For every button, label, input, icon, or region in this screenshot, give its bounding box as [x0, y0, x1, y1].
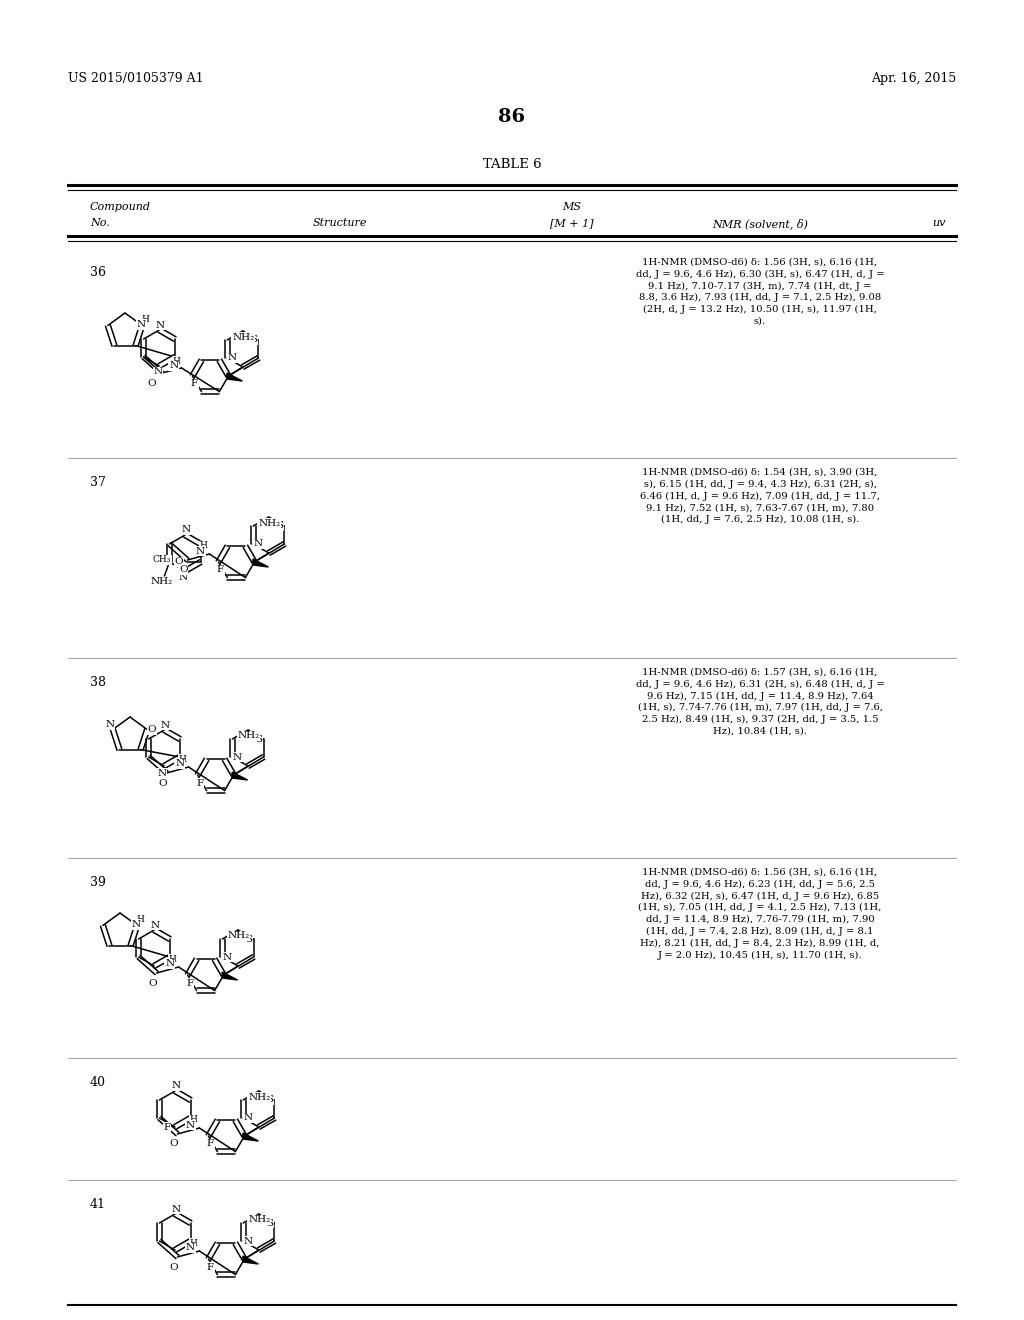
- Text: N: N: [136, 319, 145, 329]
- Text: N: N: [178, 573, 187, 582]
- Text: 41: 41: [90, 1199, 106, 1210]
- Text: No.: No.: [90, 218, 110, 228]
- Text: S: S: [266, 1218, 273, 1228]
- Text: N: N: [227, 354, 237, 363]
- Text: H: H: [178, 755, 186, 763]
- Text: N: N: [158, 768, 167, 777]
- Text: O: O: [179, 565, 187, 574]
- Text: H: H: [189, 1238, 198, 1247]
- Text: –: –: [162, 554, 167, 564]
- Text: S: S: [255, 734, 262, 743]
- Text: N: N: [244, 1114, 253, 1122]
- Text: 86: 86: [499, 108, 525, 125]
- Text: H: H: [169, 954, 176, 964]
- Text: O: O: [147, 725, 157, 734]
- Text: N: N: [185, 1121, 195, 1130]
- Polygon shape: [222, 972, 238, 979]
- Text: NH₂: NH₂: [248, 1093, 270, 1101]
- Text: H: H: [173, 356, 180, 366]
- Text: NH₂: NH₂: [232, 333, 255, 342]
- Text: F: F: [207, 1262, 214, 1271]
- Text: F: F: [186, 978, 194, 987]
- Text: [M + 1]: [M + 1]: [550, 218, 594, 228]
- Polygon shape: [243, 1133, 258, 1140]
- Text: MS: MS: [562, 202, 582, 213]
- Text: H: H: [136, 915, 144, 924]
- Text: S: S: [245, 935, 252, 944]
- Text: F: F: [196, 779, 203, 788]
- Text: N: N: [165, 960, 174, 969]
- Text: Apr. 16, 2015: Apr. 16, 2015: [870, 73, 956, 84]
- Text: Compound: Compound: [90, 202, 151, 213]
- Text: 39: 39: [90, 876, 105, 888]
- Text: NH₂: NH₂: [258, 519, 281, 528]
- Text: H: H: [200, 541, 207, 550]
- Text: 36: 36: [90, 267, 106, 279]
- Polygon shape: [253, 558, 268, 568]
- Text: N: N: [151, 920, 160, 929]
- Text: N: N: [175, 759, 184, 768]
- Text: O: O: [148, 978, 157, 987]
- Polygon shape: [243, 1257, 258, 1265]
- Text: N: N: [196, 546, 205, 556]
- Text: NH₂: NH₂: [248, 1216, 270, 1225]
- Text: N: N: [156, 321, 165, 330]
- Text: N: N: [105, 719, 115, 729]
- Text: N: N: [254, 540, 263, 549]
- Text: 1H-NMR (DMSO-d6) δ: 1.56 (3H, s), 6.16 (1H,
dd, J = 9.6, 4.6 Hz), 6.23 (1H, dd, : 1H-NMR (DMSO-d6) δ: 1.56 (3H, s), 6.16 (…: [638, 869, 882, 960]
- Text: Structure: Structure: [312, 218, 368, 228]
- Text: O: O: [169, 1139, 178, 1148]
- Text: 1H-NMR (DMSO-d6) δ: 1.54 (3H, s), 3.90 (3H,
s), 6.15 (1H, dd, J = 9.4, 4.3 Hz), : 1H-NMR (DMSO-d6) δ: 1.54 (3H, s), 3.90 (…: [640, 469, 880, 524]
- Text: F: F: [164, 1122, 171, 1131]
- Text: N: N: [171, 1081, 180, 1090]
- Text: N: N: [154, 367, 163, 376]
- Text: N: N: [161, 721, 170, 730]
- Text: N: N: [131, 920, 140, 929]
- Text: TABLE 6: TABLE 6: [482, 158, 542, 172]
- Text: N: N: [232, 752, 242, 762]
- Text: O: O: [174, 557, 183, 566]
- Text: N: N: [169, 362, 178, 371]
- Text: 37: 37: [90, 477, 105, 488]
- Text: F: F: [190, 380, 198, 388]
- Text: NH₂: NH₂: [151, 578, 172, 586]
- Text: 1H-NMR (DMSO-d6) δ: 1.57 (3H, s), 6.16 (1H,
dd, J = 9.6, 4.6 Hz), 6.31 (2H, s), : 1H-NMR (DMSO-d6) δ: 1.57 (3H, s), 6.16 (…: [636, 668, 885, 737]
- Text: N: N: [171, 1204, 180, 1213]
- Text: 38: 38: [90, 676, 106, 689]
- Text: S: S: [275, 521, 283, 531]
- Text: N: N: [223, 953, 232, 961]
- Text: O: O: [147, 379, 156, 388]
- Polygon shape: [232, 772, 248, 780]
- Text: F: F: [217, 565, 224, 574]
- Text: 40: 40: [90, 1076, 106, 1089]
- Text: S: S: [266, 1096, 273, 1105]
- Text: NH₂: NH₂: [227, 932, 250, 940]
- Text: uv: uv: [933, 218, 946, 228]
- Text: H: H: [189, 1115, 198, 1125]
- Polygon shape: [227, 374, 243, 381]
- Text: O: O: [169, 1262, 178, 1271]
- Text: N: N: [244, 1237, 253, 1246]
- Text: O: O: [159, 779, 167, 788]
- Text: N: N: [181, 525, 190, 535]
- Text: H: H: [141, 315, 150, 323]
- Text: CH₃: CH₃: [153, 556, 171, 565]
- Text: NH₂: NH₂: [238, 731, 260, 741]
- Text: US 2015/0105379 A1: US 2015/0105379 A1: [68, 73, 204, 84]
- Text: N: N: [185, 1243, 195, 1253]
- Text: S: S: [250, 335, 257, 345]
- Text: 1H-NMR (DMSO-d6) δ: 1.56 (3H, s), 6.16 (1H,
dd, J = 9.6, 4.6 Hz), 6.30 (3H, s), : 1H-NMR (DMSO-d6) δ: 1.56 (3H, s), 6.16 (…: [636, 257, 885, 326]
- Text: NMR (solvent, δ): NMR (solvent, δ): [712, 218, 808, 228]
- Text: F: F: [207, 1139, 214, 1148]
